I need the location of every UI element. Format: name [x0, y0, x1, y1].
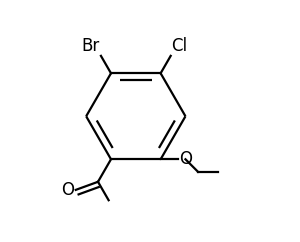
Text: O: O — [180, 150, 193, 168]
Text: Cl: Cl — [171, 37, 187, 55]
Text: Br: Br — [82, 37, 100, 55]
Text: O: O — [61, 181, 74, 199]
